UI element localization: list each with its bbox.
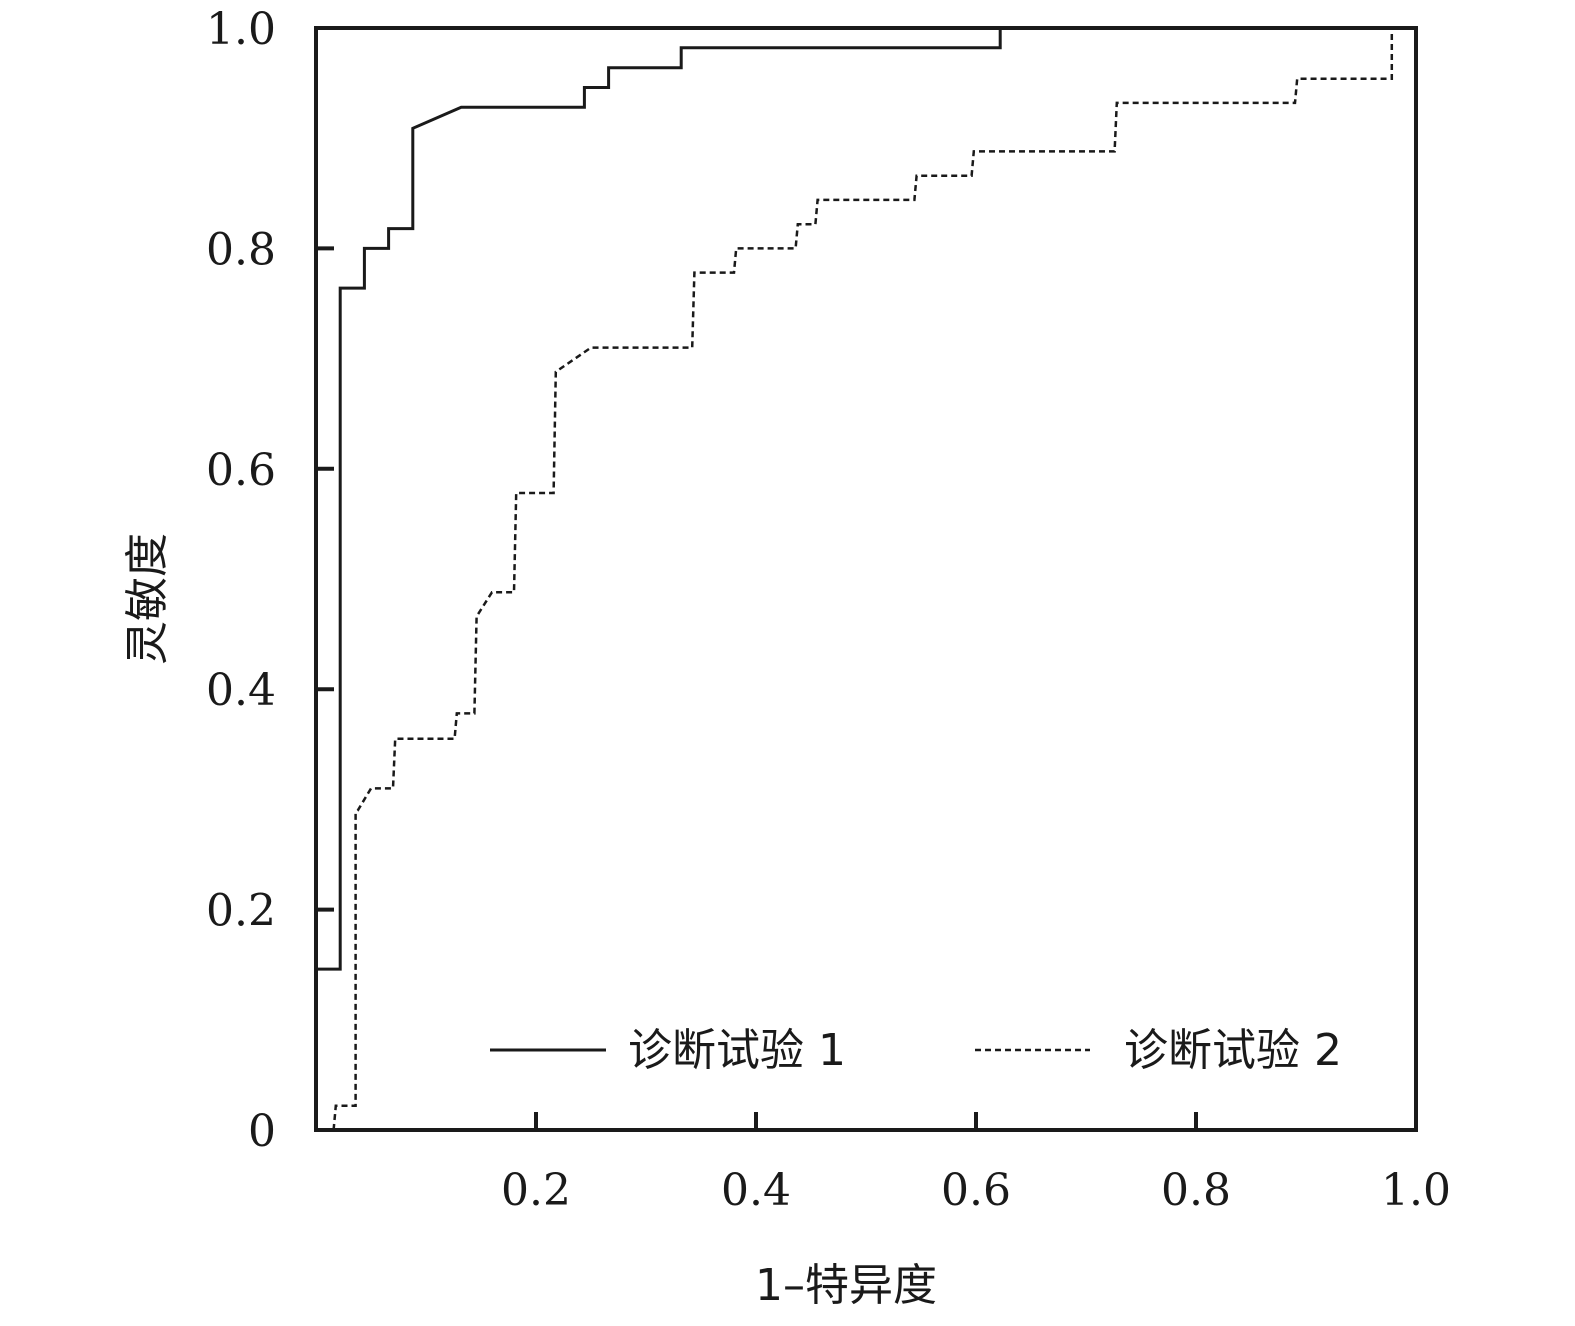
axis-ticks (316, 26, 1418, 1132)
legend-label-1: 诊断试验 1 (628, 1025, 846, 1076)
x-tick-label: 0.8 (1161, 1165, 1231, 1216)
x-tick-label: 0.6 (941, 1165, 1011, 1216)
y-tick-label: 0.4 (206, 665, 276, 716)
x-tick-label: 0.2 (501, 1165, 571, 1216)
series-lines (316, 28, 1394, 1131)
y-tick-label: 0.6 (206, 445, 276, 496)
axis-tick-labels: 0.2 0.4 0.6 0.8 1.0 0 0.2 0.4 0.6 0.8 1.0 (206, 4, 1451, 1216)
x-tick-label: 1.0 (1381, 1165, 1451, 1216)
y-tick-label: 0.2 (206, 886, 276, 937)
series-line-1 (316, 28, 1002, 971)
plot-frame (314, 26, 1418, 1132)
series-line-2 (332, 28, 1394, 1131)
x-tick-label: 0.4 (721, 1165, 791, 1216)
plot-area (314, 26, 1418, 1132)
legend-label-2: 诊断试验 2 (1124, 1025, 1342, 1076)
y-axis-label: 灵敏度 (122, 533, 173, 665)
legend: 诊断试验 1 诊断试验 2 (490, 1025, 1342, 1076)
y-tick-label: 1.0 (206, 4, 276, 55)
x-axis-label: 1–特异度 (755, 1260, 937, 1311)
y-tick-label: 0 (248, 1106, 276, 1157)
y-tick-label: 0.8 (206, 224, 276, 275)
